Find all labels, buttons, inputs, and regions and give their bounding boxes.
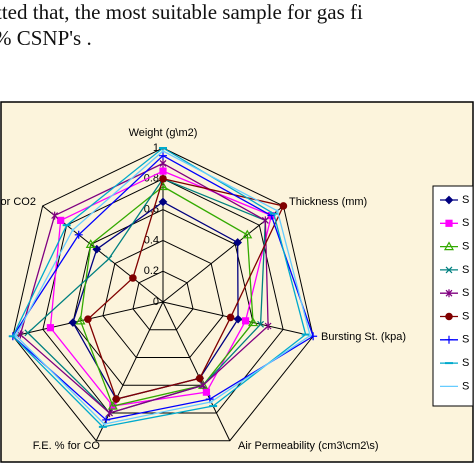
series-line	[12, 154, 314, 421]
data-point	[71, 228, 75, 232]
legend-label: S	[462, 310, 469, 322]
data-point	[159, 151, 167, 160]
data-point	[129, 274, 137, 282]
data-point	[248, 317, 259, 327]
r-tick-label: 0.2	[144, 265, 159, 277]
data-point	[51, 211, 59, 220]
legend-marker	[445, 312, 453, 321]
data-point	[16, 330, 24, 339]
series-line	[12, 147, 307, 428]
data-point	[241, 317, 250, 325]
data-point	[24, 329, 32, 337]
r-tick-label: 1	[153, 142, 159, 154]
data-point	[68, 318, 78, 327]
legend-label: S	[462, 241, 469, 253]
data-point	[195, 374, 204, 383]
data-point	[242, 229, 253, 239]
data-point	[275, 209, 279, 213]
grid-ring	[12, 147, 314, 442]
data-point	[74, 230, 83, 239]
data-point	[233, 314, 243, 324]
data-point	[202, 388, 211, 396]
data-point	[279, 202, 288, 210]
data-point	[105, 255, 113, 263]
legend-label: S	[462, 380, 469, 392]
axis-label: F.E. % for CO	[33, 440, 101, 452]
legend-label: S	[462, 217, 469, 229]
legend-marker	[445, 289, 453, 298]
data-point	[85, 239, 96, 248]
data-point	[159, 175, 167, 183]
axis-label: Thickness (mm)	[289, 196, 367, 208]
axis-label: Air Permeability (cm3\cm2\s)	[238, 440, 379, 452]
legend-label: S	[462, 287, 469, 299]
grid-ring	[42, 178, 284, 414]
data-point	[14, 334, 18, 337]
series-line	[15, 150, 311, 425]
data-point	[199, 381, 207, 390]
legend-label: S	[462, 264, 469, 276]
data-point	[257, 320, 265, 328]
data-point	[159, 167, 167, 175]
data-point	[112, 395, 121, 403]
data-point	[57, 216, 65, 224]
r-tick-label: 0	[153, 296, 159, 308]
spoke	[95, 301, 164, 441]
data-point	[84, 315, 92, 323]
legend-marker	[444, 195, 454, 205]
r-tick-label: 0.4	[144, 234, 159, 246]
axis-label: or CO2	[1, 196, 36, 208]
r-tick-label: 0.8	[144, 173, 159, 185]
data-point	[209, 400, 213, 404]
series-line	[79, 185, 254, 407]
spoke	[162, 301, 231, 441]
legend-marker	[445, 335, 453, 344]
legend-label: S	[462, 334, 469, 346]
legend-marker	[445, 219, 453, 227]
data-point	[46, 324, 54, 332]
legend-marker	[445, 266, 453, 274]
legend-marker	[443, 241, 455, 251]
data-point	[75, 315, 86, 325]
data-point	[308, 334, 312, 337]
data-point	[159, 159, 167, 168]
data-point	[226, 313, 235, 322]
series-line	[49, 170, 273, 407]
data-point	[106, 408, 113, 417]
data-point	[261, 216, 269, 225]
legend-label: S	[462, 194, 469, 206]
data-point	[107, 400, 118, 410]
series-line	[19, 162, 269, 414]
data-point	[102, 415, 111, 424]
axis-label: Weight (g\m2)	[129, 127, 198, 139]
text-line: tted that, the most suitable sample for …	[0, 0, 363, 24]
data-point	[264, 321, 272, 330]
grid-ring	[102, 239, 224, 358]
data-point	[102, 422, 106, 426]
chart-frame	[0, 101, 474, 463]
data-point	[161, 149, 165, 153]
legend-label: S	[462, 357, 469, 369]
axis-label: Bursting St. (kpa)	[321, 331, 406, 343]
grid-ring	[132, 270, 194, 331]
text-line: % CSNP's .	[0, 26, 92, 50]
data-point	[233, 238, 242, 247]
data-point	[158, 197, 168, 207]
